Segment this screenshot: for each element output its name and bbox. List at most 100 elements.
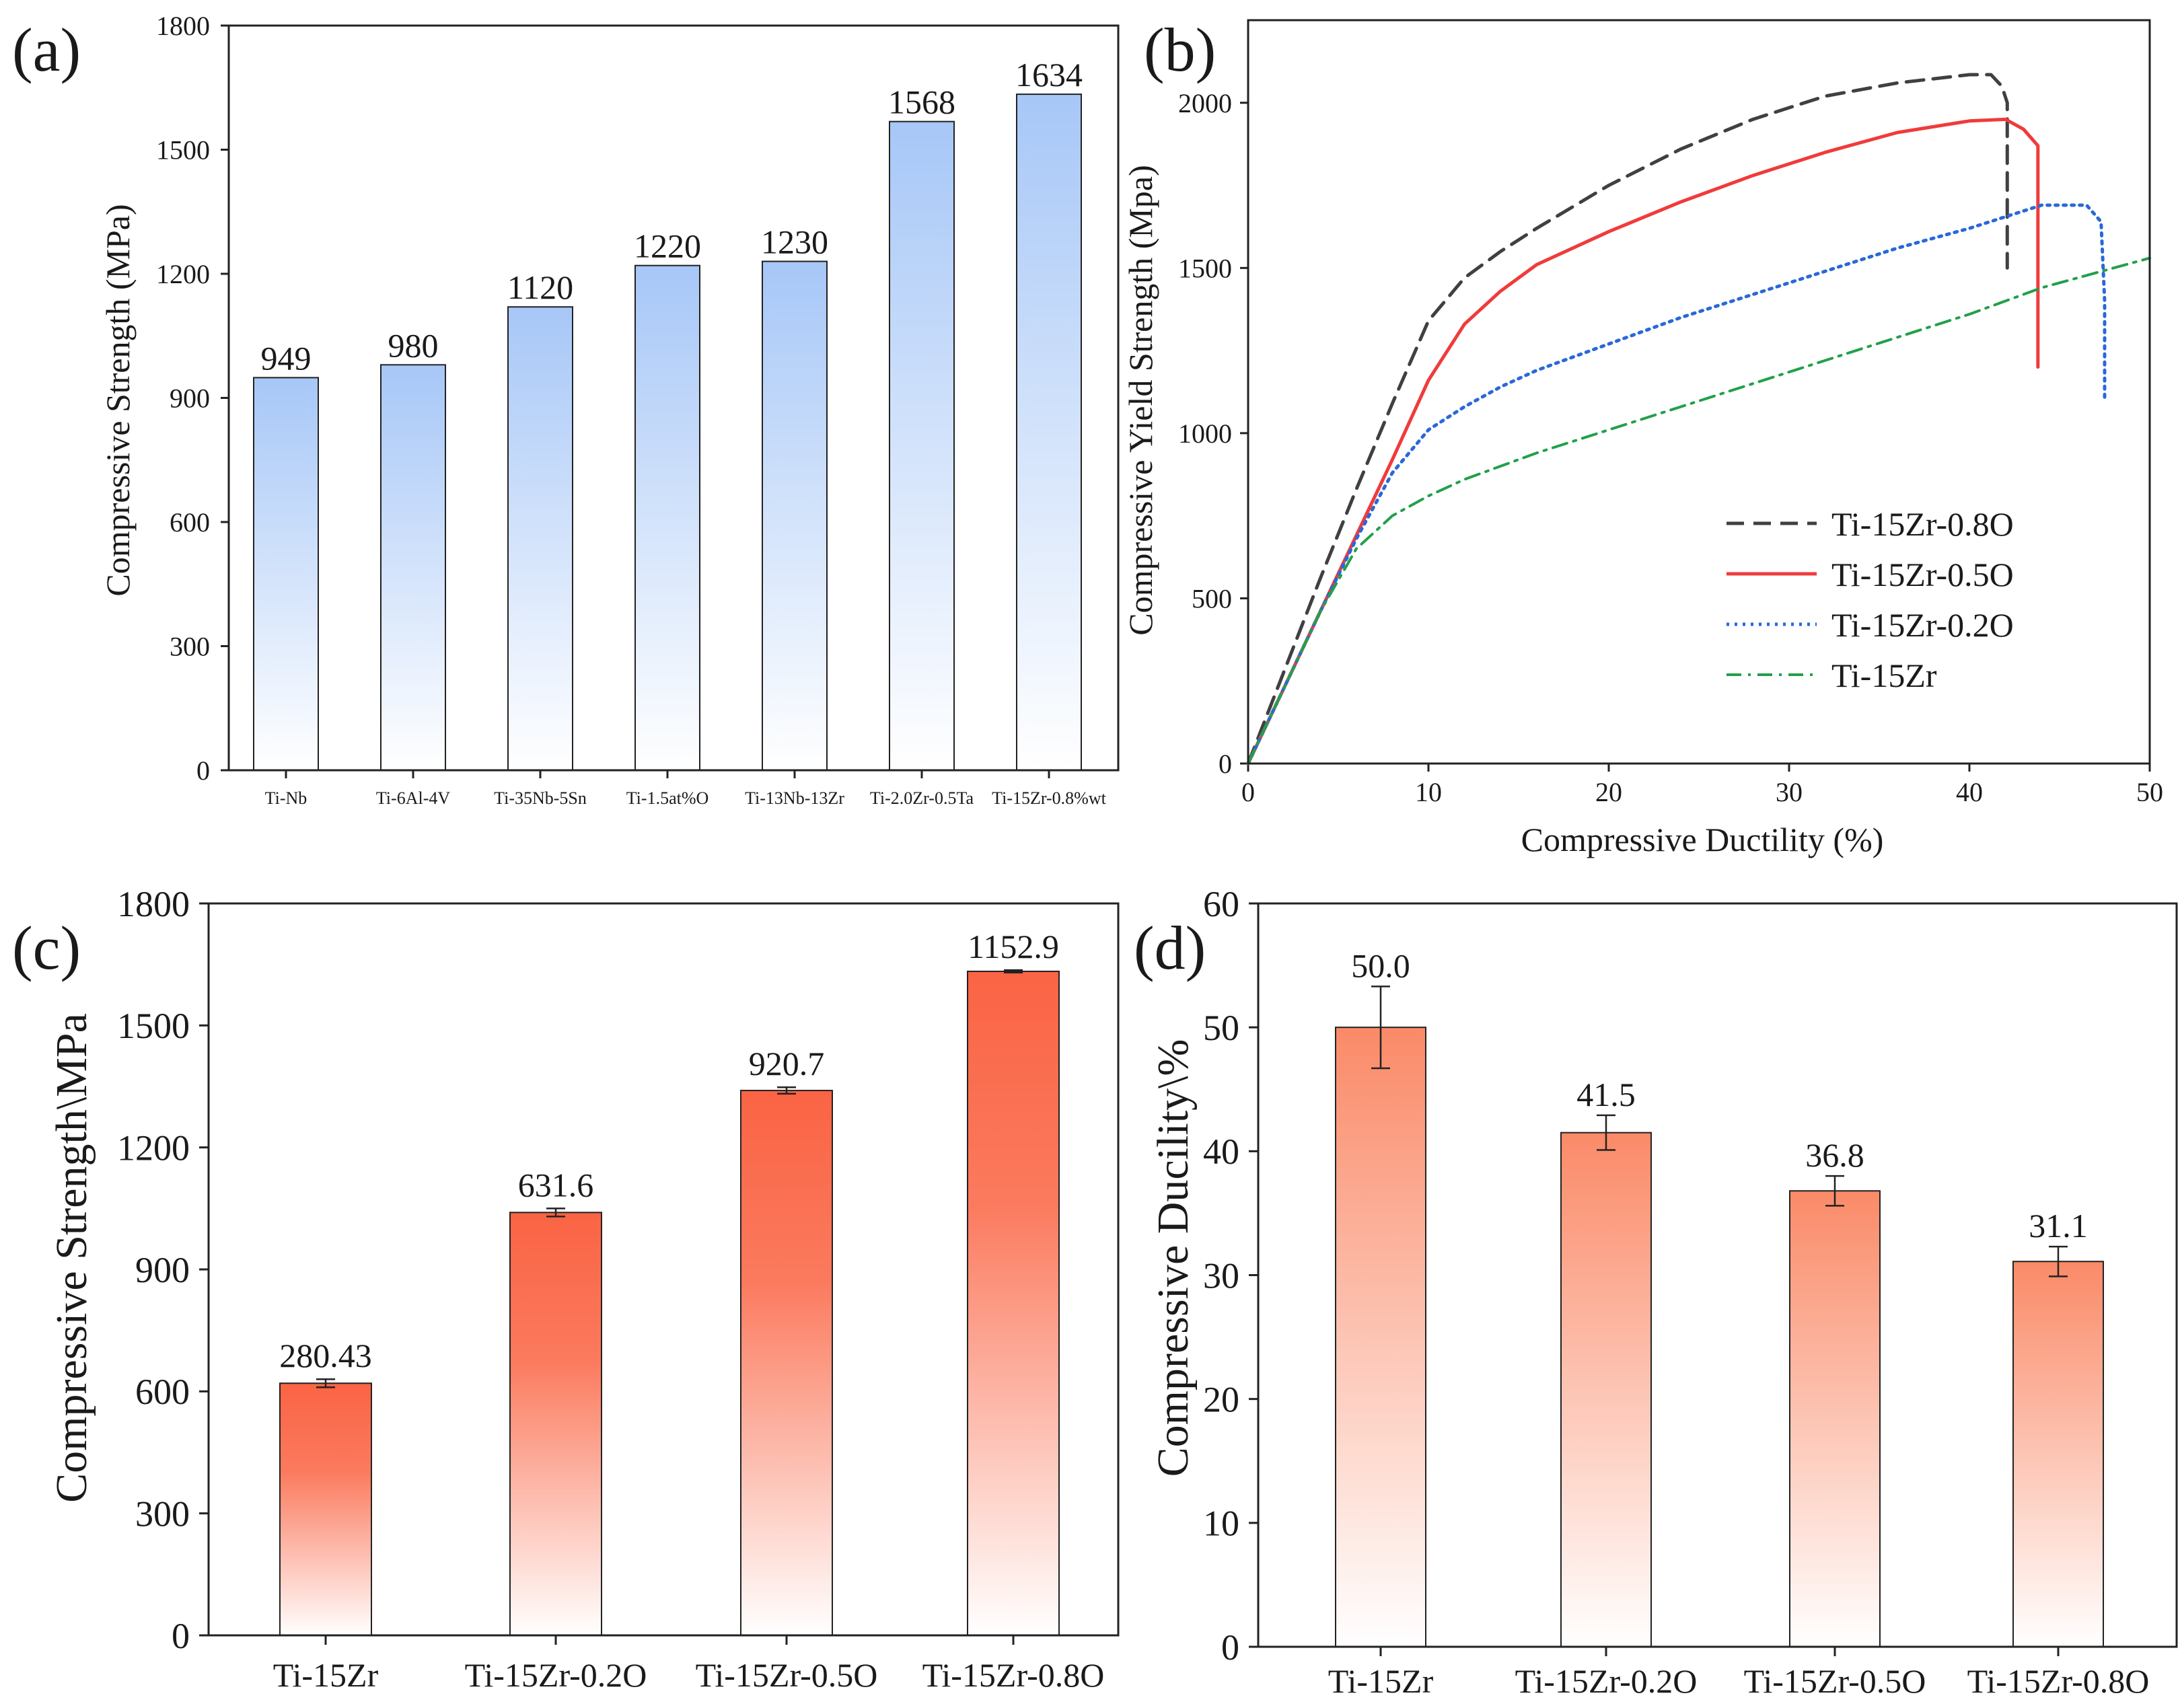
x-tick-label: 50 — [2136, 777, 2163, 807]
x-tick-label: Ti-1.5at%O — [626, 788, 709, 808]
panel-b-y-axis-title: Compressive Yield Strength (Mpa) — [1122, 165, 1159, 635]
x-tick-label: Ti-2.0Zr-0.5Ta — [870, 788, 974, 808]
series-line — [1246, 117, 2040, 766]
panel-b-line-chart: (b) Compressive Yield Strength (Mpa) Com… — [1122, 15, 2163, 858]
panel-c-bar-chart: (c) Compressive Strength\MPa 0 300 600 900 1… — [12, 884, 1120, 1694]
y-tick-label: 30 — [1203, 1255, 1239, 1296]
bar-value-label: 1220 — [634, 227, 701, 265]
bar-value-label: 36.8 — [1805, 1136, 1864, 1174]
y-tick-label: 1000 — [1178, 418, 1232, 449]
x-tick-label: Ti-35Nb-5Sn — [494, 788, 587, 808]
y-tick-label: 900 — [170, 383, 210, 414]
panel-b-label: (b) — [1144, 15, 1216, 84]
y-tick-label: 1500 — [1178, 253, 1232, 283]
x-tick-label: 10 — [1415, 777, 1442, 807]
bar — [279, 1382, 372, 1636]
bar — [1016, 94, 1082, 771]
y-tick-label: 600 — [135, 1372, 190, 1412]
y-tick-label: 1200 — [117, 1128, 190, 1168]
y-tick-label: 2000 — [1178, 88, 1232, 118]
bar-value-label: 631.6 — [518, 1166, 594, 1203]
x-tick-label: Ti-15Zr-0.2O — [465, 1656, 647, 1694]
y-tick-label: 0 — [196, 755, 210, 786]
bar-value-label: 1152.9 — [968, 928, 1059, 965]
y-tick-label: 500 — [1192, 583, 1232, 614]
panel-c-y-axis-title: Compressive Strength\MPa — [47, 1013, 96, 1503]
y-tick-label: 1800 — [156, 11, 210, 41]
y-tick-label: 60 — [1203, 884, 1239, 924]
bar-value-label: 1120 — [507, 268, 573, 306]
panel-d-label: (d) — [1134, 914, 1206, 982]
x-tick-label: Ti-15Zr-0.8%wt — [992, 788, 1106, 808]
panel-b-plot-frame — [1247, 19, 2151, 765]
bar-value-label: 31.1 — [2029, 1207, 2088, 1245]
x-tick-label: Ti-15Zr-0.5O — [1744, 1662, 1926, 1700]
x-tick-label: 30 — [1776, 777, 1803, 807]
y-tick-label: 600 — [170, 507, 210, 537]
bar — [1789, 1190, 1881, 1648]
x-tick-label: 40 — [1956, 777, 1983, 807]
bar — [740, 1090, 833, 1636]
y-tick-label: 50 — [1203, 1008, 1239, 1048]
bar — [762, 260, 828, 771]
bar-value-label: 980 — [388, 326, 439, 364]
y-tick-label: 1800 — [117, 884, 190, 924]
y-tick-label: 20 — [1203, 1380, 1239, 1420]
bar-value-label: 50.0 — [1351, 946, 1410, 984]
panel-a-y-axis-title: Compressive Strength (MPa) — [99, 204, 137, 596]
series-line — [1246, 73, 2009, 766]
x-tick-label: Ti-Nb — [265, 788, 307, 808]
x-tick-label: Ti-15Zr-0.8O — [922, 1656, 1105, 1694]
bar-value-label: 949 — [261, 339, 312, 377]
x-tick-label: 20 — [1595, 777, 1622, 807]
x-tick-label: Ti-13Nb-13Zr — [745, 788, 844, 808]
x-tick-label: 0 — [1241, 777, 1255, 807]
legend-entry-label: Ti-15Zr-0.8O — [1831, 505, 2014, 543]
y-tick-label: 1500 — [117, 1006, 190, 1046]
panel-b-x-axis-title: Compressive Ductility (%) — [1521, 821, 1884, 858]
panel-d-bar-chart: (d) Compressive Ducility\% 0 10 20 30 40 50 60… — [1134, 884, 2178, 1700]
legend-entry-label: Ti-15Zr-0.5O — [1831, 556, 2014, 593]
bar — [507, 306, 573, 771]
legend-entry-label: Ti-15Zr-0.2O — [1831, 606, 2014, 644]
y-tick-label: 900 — [135, 1250, 190, 1290]
x-tick-label: Ti-6Al-4V — [376, 788, 451, 808]
bar — [380, 364, 446, 771]
panel-b-legend: Ti-15Zr-0.8O Ti-15Zr-0.5O Ti-15Zr-0.2O Ti-1… — [1727, 505, 2014, 694]
bar-value-label: 1634 — [1015, 56, 1083, 94]
bar — [509, 1212, 602, 1636]
y-tick-label: 1500 — [156, 135, 210, 165]
panel-c-label: (c) — [12, 914, 81, 982]
bar-value-label: 920.7 — [749, 1045, 825, 1082]
bar — [2012, 1261, 2104, 1648]
y-tick-label: 0 — [1219, 749, 1232, 779]
panel-a-bar-chart: (a) Compressive Strength (MPa) 0 300 600 90… — [12, 11, 1120, 808]
x-tick-label: Ti-15Zr-0.2O — [1515, 1662, 1698, 1700]
bar-value-label: 41.5 — [1576, 1076, 1636, 1113]
bar — [634, 264, 700, 771]
y-tick-label: 0 — [1221, 1627, 1239, 1668]
x-tick-label: Ti-15Zr — [1328, 1662, 1434, 1700]
bar — [967, 970, 1060, 1637]
bar-value-label: 280.43 — [279, 1337, 372, 1374]
y-tick-label: 10 — [1203, 1503, 1239, 1544]
panel-d-plot-frame — [1257, 902, 2178, 1648]
panel-a-label: (a) — [12, 15, 81, 84]
x-tick-label: Ti-15Zr — [273, 1656, 379, 1694]
x-tick-label: Ti-15Zr-0.5O — [696, 1656, 878, 1694]
bar-value-label: 1568 — [888, 83, 955, 121]
y-tick-label: 0 — [172, 1616, 190, 1656]
legend-entry-label: Ti-15Zr — [1831, 657, 1937, 694]
bar — [1335, 1027, 1426, 1647]
y-tick-label: 300 — [135, 1494, 190, 1534]
series-line — [1247, 256, 2151, 765]
panel-c-plot-frame — [207, 902, 1120, 1637]
bar-value-label: 1230 — [761, 223, 828, 261]
bar — [1560, 1131, 1652, 1648]
bar — [889, 120, 955, 771]
y-tick-label: 40 — [1203, 1131, 1239, 1172]
bar — [253, 377, 319, 771]
panel-a-plot-frame — [227, 24, 1120, 772]
y-tick-label: 300 — [170, 632, 210, 662]
